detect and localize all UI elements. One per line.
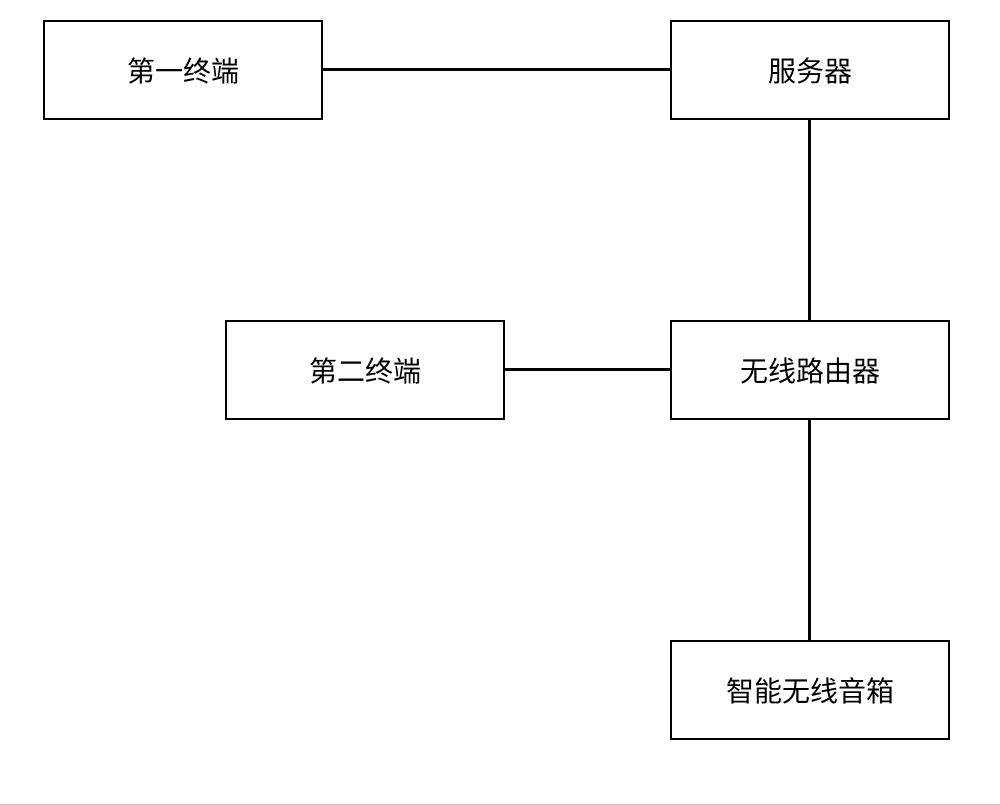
node-router: 无线路由器 — [670, 320, 950, 420]
node-server: 服务器 — [670, 20, 950, 120]
node-speaker: 智能无线音箱 — [670, 640, 950, 740]
edge-router-speaker — [808, 420, 811, 640]
edge-terminal2-router — [505, 368, 670, 371]
node-terminal2: 第二终端 — [225, 320, 505, 420]
diagram-container: 第一终端 服务器 第二终端 无线路由器 智能无线音箱 — [0, 0, 1000, 805]
node-terminal1: 第一终端 — [43, 20, 323, 120]
edge-terminal1-server — [323, 68, 670, 71]
edge-server-router — [808, 120, 811, 320]
